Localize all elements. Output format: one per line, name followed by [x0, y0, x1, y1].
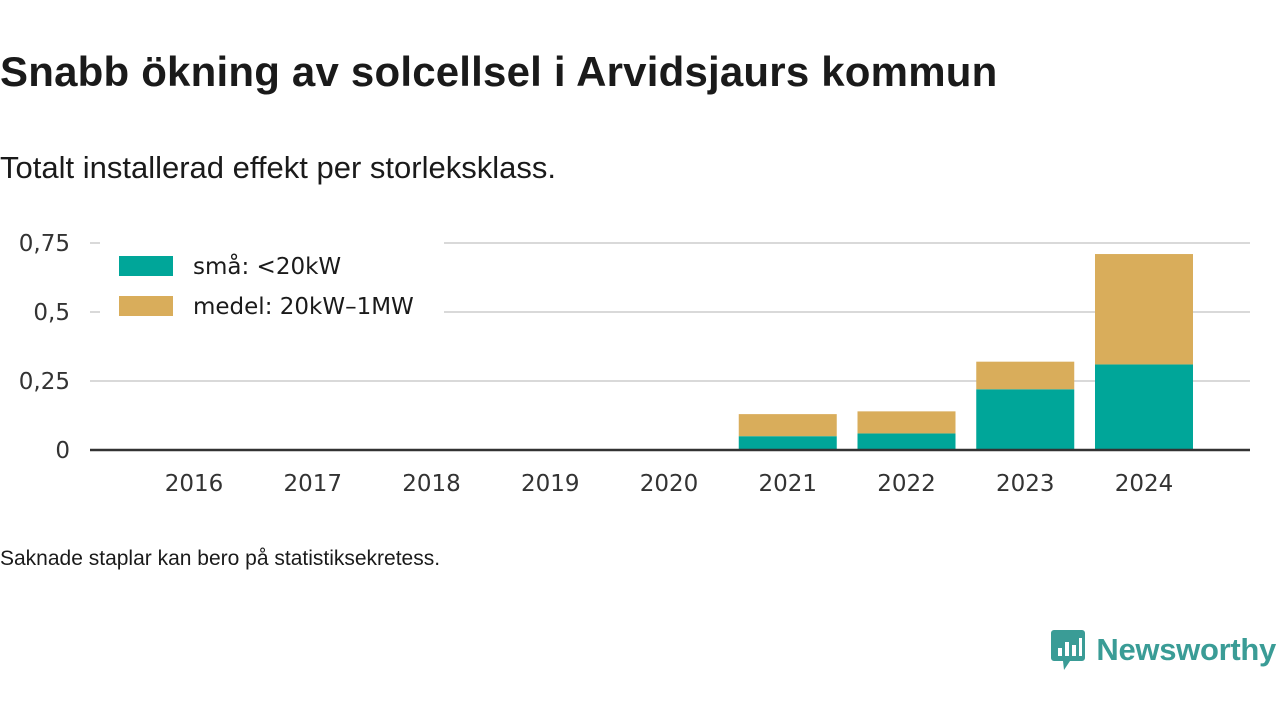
bar-sma-2021	[738, 436, 837, 450]
stacked-bar-chart: 0 0,25 0,5 0,75 2016 2017 2018 2019 2020 2021 2022…	[19, 231, 1250, 497]
bar-medel-2024	[1095, 254, 1193, 365]
newsworthy-logo: Newsworthy	[1050, 628, 1276, 672]
x-tick-label: 2023	[996, 471, 1055, 497]
legend-swatch	[119, 296, 173, 316]
chart-subtitle: Totalt installerad effekt per storlekskl…	[0, 150, 556, 185]
legend-label: medel: 20kW–1MW	[193, 294, 414, 320]
x-tick-label: 2019	[521, 471, 580, 497]
legend-swatch	[119, 256, 173, 276]
y-tick-label: 0,25	[19, 369, 70, 395]
bar-medel-2023	[976, 361, 1075, 390]
x-tick-label: 2024	[1115, 471, 1174, 497]
axes: 0 0,25 0,5 0,75 2016 2017 2018 2019 2020 2021 2022…	[19, 231, 1250, 497]
brand-name: Newsworthy	[1096, 632, 1276, 667]
bar-sma-2022	[857, 433, 956, 450]
x-tick-label: 2022	[877, 471, 936, 497]
newsworthy-chart-bubble-icon	[1051, 630, 1086, 670]
legend: små: <20kW medel: 20kW–1MW	[100, 242, 444, 328]
x-tick-label: 2021	[758, 471, 817, 497]
y-tick-label: 0,5	[33, 300, 70, 326]
bar-sma-2024	[1095, 364, 1193, 450]
x-tick-label: 2020	[640, 471, 699, 497]
footnote: Saknade staplar kan bero på statistiksek…	[0, 547, 441, 570]
y-tick-label: 0	[55, 438, 70, 464]
chart-title: Snabb ökning av solcellsel i Arvidsjaurs…	[0, 48, 998, 95]
x-tick-label: 2017	[283, 471, 342, 497]
bar-medel-2021	[738, 414, 837, 437]
bar-medel-2022	[857, 411, 956, 434]
y-tick-label: 0,75	[19, 231, 70, 257]
legend-label: små: <20kW	[193, 252, 341, 280]
x-tick-label: 2016	[165, 471, 224, 497]
bar-sma-2023	[976, 389, 1075, 450]
x-tick-label: 2018	[402, 471, 461, 497]
bars	[738, 254, 1193, 450]
